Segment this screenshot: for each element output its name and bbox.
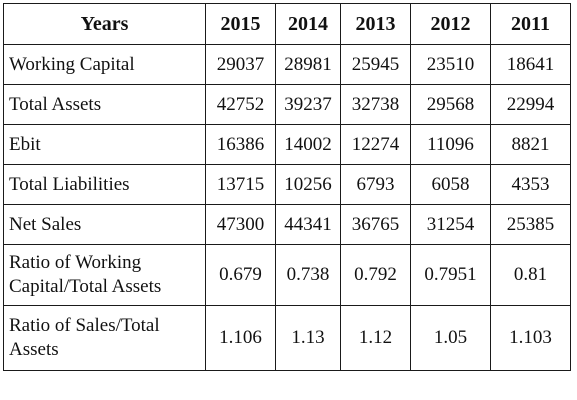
row-label-line: Ratio of Working [9,252,142,273]
header-year-2013: 2013 [340,3,411,45]
cell-value: 0.81 [490,244,571,306]
row-label-line: Assets [9,339,59,360]
cell-value: 29568 [410,84,491,125]
cell-value: 1.103 [490,305,571,371]
cell-value: 23510 [410,44,491,85]
cell-value: 28981 [275,44,341,85]
cell-value: 10256 [275,164,341,205]
row-label: Ebit [3,124,206,165]
cell-value: 47300 [205,204,276,245]
cell-value: 22994 [490,84,571,125]
cell-value: 25385 [490,204,571,245]
cell-value: 11096 [410,124,491,165]
cell-value: 6793 [340,164,411,205]
cell-value: 1.12 [340,305,411,371]
row-label: Ratio of Working Capital/Total Assets [3,244,206,306]
table-row-net-sales: Net Sales 47300 44341 36765 31254 25385 [3,204,571,245]
cell-value: 0.7951 [410,244,491,306]
cell-value: 39237 [275,84,341,125]
table-row-total-assets: Total Assets 42752 39237 32738 29568 229… [3,84,571,125]
header-row: Years 2015 2014 2013 2012 2011 [3,3,571,45]
cell-value: 31254 [410,204,491,245]
row-label: Ratio of Sales/Total Assets [3,305,206,371]
cell-value: 1.05 [410,305,491,371]
cell-value: 13715 [205,164,276,205]
cell-value: 0.792 [340,244,411,306]
table-row-ebit: Ebit 16386 14002 12274 11096 8821 [3,124,571,165]
row-label: Total Assets [3,84,206,125]
table-row-ratio-sales: Ratio of Sales/Total Assets 1.106 1.13 1… [3,305,571,371]
row-label: Net Sales [3,204,206,245]
row-label: Working Capital [3,44,206,85]
header-year-2011: 2011 [490,3,571,45]
cell-value: 32738 [340,84,411,125]
financial-table-container: Years 2015 2014 2013 2012 2011 Working C… [3,3,571,371]
cell-value: 36765 [340,204,411,245]
table-row-total-liabilities: Total Liabilities 13715 10256 6793 6058 … [3,164,571,205]
cell-value: 25945 [340,44,411,85]
cell-value: 1.106 [205,305,276,371]
table-row-ratio-working-capital: Ratio of Working Capital/Total Assets 0.… [3,244,571,306]
row-label-line: Ratio of Sales/Total [9,315,160,336]
cell-value: 18641 [490,44,571,85]
header-year-2012: 2012 [410,3,491,45]
cell-value: 1.13 [275,305,341,371]
cell-value: 4353 [490,164,571,205]
header-year-2015: 2015 [205,3,276,45]
row-label-line: Capital/Total Assets [9,276,162,297]
cell-value: 14002 [275,124,341,165]
cell-value: 42752 [205,84,276,125]
cell-value: 29037 [205,44,276,85]
cell-value: 16386 [205,124,276,165]
header-years-label: Years [3,3,206,45]
cell-value: 44341 [275,204,341,245]
header-year-2014: 2014 [275,3,341,45]
cell-value: 12274 [340,124,411,165]
cell-value: 6058 [410,164,491,205]
table-row-working-capital: Working Capital 29037 28981 25945 23510 … [3,44,571,85]
row-label: Total Liabilities [3,164,206,205]
cell-value: 0.738 [275,244,341,306]
financial-table: Years 2015 2014 2013 2012 2011 Working C… [3,3,571,371]
cell-value: 8821 [490,124,571,165]
cell-value: 0.679 [205,244,276,306]
